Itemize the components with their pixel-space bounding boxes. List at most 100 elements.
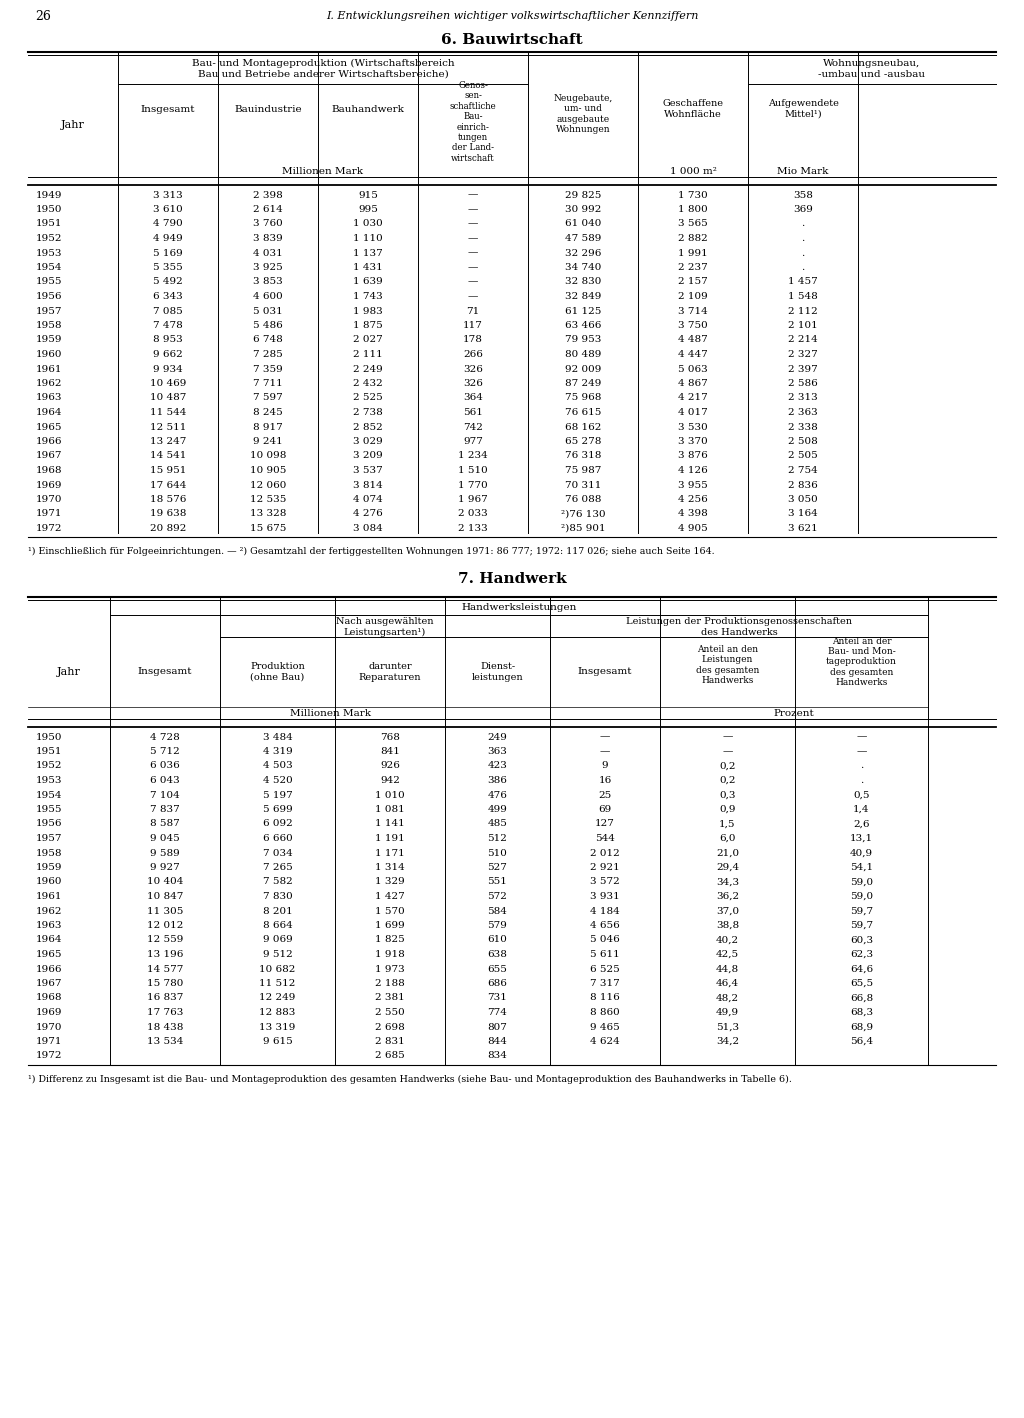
Text: Aufgewendete
Mittel¹): Aufgewendete Mittel¹) <box>768 99 839 119</box>
Text: 0,2: 0,2 <box>719 776 736 786</box>
Text: 46,4: 46,4 <box>716 978 739 988</box>
Text: —: — <box>468 248 478 258</box>
Text: 8 664: 8 664 <box>262 922 293 930</box>
Text: 17 763: 17 763 <box>146 1008 183 1017</box>
Text: 5 486: 5 486 <box>253 320 283 330</box>
Text: 9 241: 9 241 <box>253 437 283 447</box>
Text: 3 029: 3 029 <box>353 437 383 447</box>
Text: 3 084: 3 084 <box>353 525 383 533</box>
Text: 12 012: 12 012 <box>146 922 183 930</box>
Text: 2 033: 2 033 <box>458 509 487 519</box>
Text: 9 512: 9 512 <box>262 950 293 959</box>
Text: 66,8: 66,8 <box>850 994 873 1003</box>
Text: Produktion
(ohne Bau): Produktion (ohne Bau) <box>250 662 305 682</box>
Text: 1 800: 1 800 <box>678 206 708 214</box>
Text: 15 780: 15 780 <box>146 978 183 988</box>
Text: 178: 178 <box>463 336 483 345</box>
Text: 2 550: 2 550 <box>375 1008 404 1017</box>
Text: 1 875: 1 875 <box>353 320 383 330</box>
Text: 7 837: 7 837 <box>151 805 180 814</box>
Text: 572: 572 <box>487 892 508 900</box>
Text: 6. Bauwirtschaft: 6. Bauwirtschaft <box>441 33 583 47</box>
Text: 1951: 1951 <box>36 747 62 756</box>
Text: 1969: 1969 <box>36 1008 62 1017</box>
Text: —: — <box>856 733 866 742</box>
Text: 3 370: 3 370 <box>678 437 708 447</box>
Text: 5 063: 5 063 <box>678 364 708 373</box>
Text: 21,0: 21,0 <box>716 848 739 858</box>
Text: 579: 579 <box>487 922 508 930</box>
Text: 3 484: 3 484 <box>262 733 293 742</box>
Text: 7 597: 7 597 <box>253 394 283 403</box>
Text: —: — <box>468 206 478 214</box>
Text: ¹) Einschließlich für Folgeeinrichtungen. — ²) Gesamtzahl der fertiggestellten W: ¹) Einschließlich für Folgeeinrichtungen… <box>28 547 715 556</box>
Text: 60,3: 60,3 <box>850 936 873 944</box>
Text: 2 831: 2 831 <box>375 1037 404 1046</box>
Text: 768: 768 <box>380 733 400 742</box>
Text: —: — <box>468 278 478 286</box>
Text: 7 104: 7 104 <box>151 790 180 800</box>
Text: 5 197: 5 197 <box>262 790 293 800</box>
Text: 1971: 1971 <box>36 509 62 519</box>
Text: 29,4: 29,4 <box>716 864 739 872</box>
Text: 9 589: 9 589 <box>151 848 180 858</box>
Text: 1 730: 1 730 <box>678 190 708 200</box>
Text: 0,2: 0,2 <box>719 761 736 770</box>
Text: 17 644: 17 644 <box>150 481 186 489</box>
Text: 1970: 1970 <box>36 1022 62 1031</box>
Text: 9 927: 9 927 <box>151 864 180 872</box>
Text: 1960: 1960 <box>36 350 62 359</box>
Text: 1 137: 1 137 <box>353 248 383 258</box>
Text: 2 338: 2 338 <box>788 423 818 431</box>
Text: 4 949: 4 949 <box>154 234 183 242</box>
Text: 1967: 1967 <box>36 978 62 988</box>
Text: 9 615: 9 615 <box>262 1037 293 1046</box>
Text: 1971: 1971 <box>36 1037 62 1046</box>
Text: 4 217: 4 217 <box>678 394 708 403</box>
Text: 29 825: 29 825 <box>565 190 601 200</box>
Text: 1964: 1964 <box>36 408 62 417</box>
Text: Millionen Mark: Millionen Mark <box>290 709 371 718</box>
Text: Bau- und Montageproduktion (Wirtschaftsbereich
Bau und Betriebe anderer Wirtscha: Bau- und Montageproduktion (Wirtschaftsb… <box>191 60 455 79</box>
Text: 1 770: 1 770 <box>458 481 487 489</box>
Text: Handwerksleistungen: Handwerksleistungen <box>462 603 577 611</box>
Text: 75 987: 75 987 <box>565 467 601 475</box>
Text: 9 465: 9 465 <box>590 1022 620 1031</box>
Text: 12 249: 12 249 <box>259 994 296 1003</box>
Text: 1 967: 1 967 <box>458 495 487 503</box>
Text: 1957: 1957 <box>36 834 62 842</box>
Text: 2 109: 2 109 <box>678 292 708 301</box>
Text: 1952: 1952 <box>36 234 62 242</box>
Text: 70 311: 70 311 <box>565 481 601 489</box>
Text: 9 662: 9 662 <box>154 350 183 359</box>
Text: 51,3: 51,3 <box>716 1022 739 1031</box>
Text: 1955: 1955 <box>36 805 62 814</box>
Text: 5 046: 5 046 <box>590 936 620 944</box>
Text: 4 624: 4 624 <box>590 1037 620 1046</box>
Text: 926: 926 <box>380 761 400 770</box>
Text: 3 565: 3 565 <box>678 220 708 228</box>
Text: 7. Handwerk: 7. Handwerk <box>458 571 566 586</box>
Text: 386: 386 <box>487 776 508 786</box>
Text: 10 487: 10 487 <box>150 394 186 403</box>
Text: Neugebaute,
um- und
ausgebaute
Wohnungen: Neugebaute, um- und ausgebaute Wohnungen <box>553 94 612 135</box>
Text: 2 698: 2 698 <box>375 1022 404 1031</box>
Text: 527: 527 <box>487 864 508 872</box>
Text: 5 699: 5 699 <box>262 805 293 814</box>
Text: 1960: 1960 <box>36 878 62 886</box>
Text: 11 544: 11 544 <box>150 408 186 417</box>
Text: 4 319: 4 319 <box>262 747 293 756</box>
Text: 8 953: 8 953 <box>154 336 183 345</box>
Text: 3 209: 3 209 <box>353 451 383 461</box>
Text: 1965: 1965 <box>36 423 62 431</box>
Text: 16 837: 16 837 <box>146 994 183 1003</box>
Text: —: — <box>468 190 478 200</box>
Text: 774: 774 <box>487 1008 508 1017</box>
Text: 10 682: 10 682 <box>259 964 296 974</box>
Text: 1 825: 1 825 <box>375 936 404 944</box>
Text: 1 081: 1 081 <box>375 805 404 814</box>
Text: 25: 25 <box>598 790 611 800</box>
Text: 2 214: 2 214 <box>788 336 818 345</box>
Text: 61 040: 61 040 <box>565 220 601 228</box>
Text: 32 849: 32 849 <box>565 292 601 301</box>
